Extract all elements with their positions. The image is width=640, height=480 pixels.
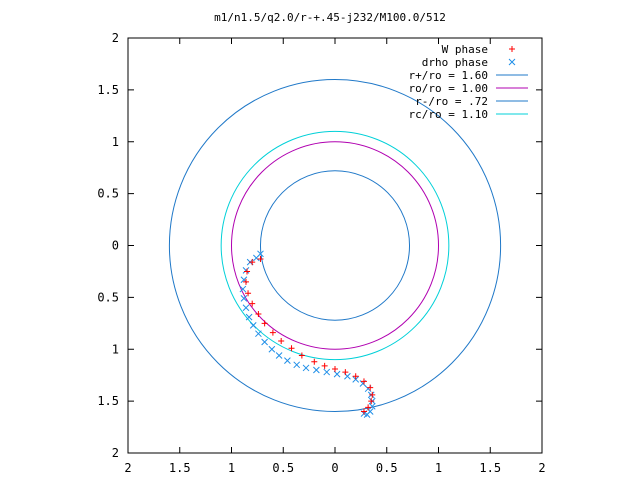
y-tick-label: 1	[112, 342, 119, 356]
legend-label: W phase	[442, 43, 488, 56]
w-phase-point	[360, 378, 367, 385]
w-phase-point	[249, 259, 256, 266]
y-tick-label: 1.5	[97, 394, 119, 408]
circle-series	[220, 130, 450, 361]
drho-phase-point	[239, 285, 247, 293]
drho-phase-point	[240, 295, 248, 302]
w-phase-point	[342, 369, 349, 376]
legend-label: ro/ro = 1.00	[409, 82, 488, 95]
axis-ticks: 2 1.5 1 0.5 0 0.5 1 1.5 221.510.500.511.52	[97, 31, 545, 475]
legend-label: r-/ro = .72	[415, 95, 488, 108]
w-phase-point	[368, 398, 375, 405]
y-tick-label: 0	[112, 239, 119, 253]
y-tick-label: 2	[112, 31, 119, 45]
y-tick-label: 1.5	[97, 83, 119, 97]
drho-phase-point	[313, 366, 320, 374]
drho-phase-point	[284, 357, 291, 365]
w-phase-point	[369, 391, 376, 398]
drho-phase-point	[245, 313, 253, 321]
drho-phase-point	[323, 368, 331, 376]
w-phase-point	[288, 345, 295, 352]
drho-phase-point	[302, 364, 310, 372]
circle-series	[168, 79, 502, 412]
y-tick-label: 2	[112, 446, 119, 460]
w-phase-point	[311, 358, 318, 365]
y-tick-label: 0.5	[97, 187, 119, 201]
legend-label: rc/ro = 1.10	[409, 108, 488, 121]
x-tick-label: 1.5	[169, 461, 191, 475]
w-phase-point	[352, 373, 359, 380]
x-tick-label: 0.5	[376, 461, 398, 475]
x-tick-label: 2	[538, 461, 545, 475]
drho-phase-point	[275, 352, 283, 359]
w-phase-point	[278, 337, 285, 344]
drho-phase-point	[242, 267, 250, 274]
w-phase-point	[321, 362, 328, 369]
x-tick-label: 1	[435, 461, 442, 475]
w-phase-point	[269, 329, 276, 336]
drho-phase-point	[293, 361, 301, 369]
x-tick-label: 0	[331, 461, 338, 475]
y-tick-label: 0.5	[97, 290, 119, 304]
legend-label: r+/ro = 1.60	[409, 69, 488, 82]
drho-phase-point	[255, 330, 262, 338]
phase-points	[239, 250, 376, 418]
drho-phase-point	[268, 345, 276, 353]
drho-phase-point	[242, 304, 250, 312]
drho-phase-point	[261, 338, 268, 346]
y-tick-label: 1	[112, 135, 119, 149]
chart-title: m1/n1.5/q2.0/r-+.45-j232/M100.0/512	[214, 11, 446, 24]
w-phase-point	[249, 300, 256, 307]
legend-marker	[509, 46, 515, 52]
w-phase-point	[261, 320, 268, 327]
w-phase-point	[257, 255, 264, 262]
circle-series	[259, 170, 411, 321]
reference-circles	[168, 79, 502, 412]
drho-phase-point	[252, 254, 260, 262]
w-phase-point	[255, 310, 262, 317]
w-phase-point	[245, 290, 252, 297]
x-tick-label: 1	[228, 461, 235, 475]
circle-series	[231, 141, 439, 350]
w-phase-point	[367, 384, 374, 391]
drho-phase-point	[368, 402, 376, 410]
drho-phase-point	[352, 375, 360, 383]
x-tick-label: 2	[124, 461, 131, 475]
w-phase-point	[242, 278, 249, 285]
w-phase-point	[332, 365, 338, 372]
w-phase-point	[244, 268, 251, 275]
w-phase-point	[360, 408, 367, 415]
drho-phase-point	[333, 370, 341, 378]
w-phase-point	[298, 352, 305, 359]
legend-label: drho phase	[422, 56, 488, 69]
x-tick-label: 0.5	[272, 461, 294, 475]
drho-phase-point	[249, 322, 257, 329]
w-phase-point	[365, 404, 372, 411]
legend-marker	[508, 58, 516, 66]
x-tick-label: 1.5	[479, 461, 501, 475]
